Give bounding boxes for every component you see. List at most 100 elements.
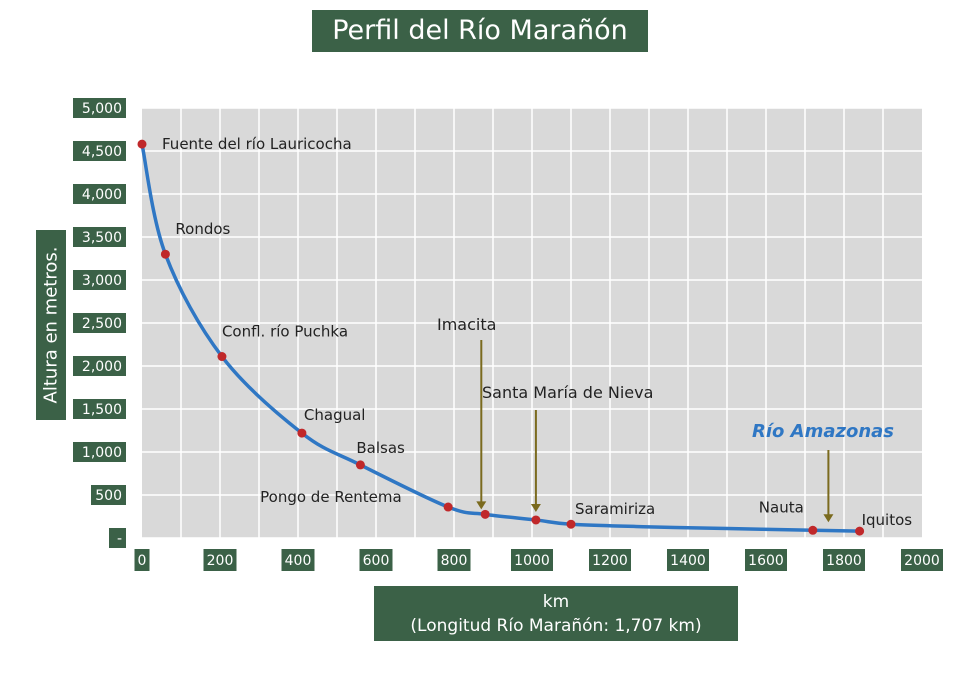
x-tick-label: 800 — [441, 553, 468, 569]
y-tick-box — [73, 399, 126, 419]
y-tick: 1,000 — [73, 442, 126, 462]
annotation-label: Santa María de Nieva — [482, 383, 653, 402]
chart-title: Perfil del Río Marañón — [312, 10, 648, 52]
y-tick: 500 — [91, 485, 126, 505]
y-tick: 2,000 — [73, 356, 126, 376]
y-tick-box — [73, 98, 126, 118]
x-tick-label: 2000 — [904, 553, 940, 569]
x-tick-label: 0 — [138, 553, 147, 569]
x-tick: 1800 — [823, 549, 865, 571]
x-tick-label: 1800 — [826, 553, 862, 569]
y-tick-box — [73, 141, 126, 161]
data-point — [808, 525, 818, 535]
x-tick-box — [134, 549, 150, 571]
x-tick-label: 1000 — [514, 553, 550, 569]
y-tick: - — [109, 528, 126, 548]
data-point — [480, 509, 490, 519]
data-point — [355, 460, 365, 470]
x-tick: 200 — [203, 549, 237, 571]
y-tick-label: 500 — [95, 488, 122, 504]
y-tick-label: 4,500 — [82, 144, 122, 160]
x-tick-box — [511, 549, 553, 571]
y-tick-box — [91, 485, 126, 505]
data-point-label: Pongo de Rentema — [260, 488, 402, 506]
x-tick-box — [589, 549, 631, 571]
x-axis-label: km — [542, 592, 570, 612]
y-tick: 5,000 — [73, 98, 126, 118]
y-tick: 3,000 — [73, 270, 126, 290]
x-tick: 400 — [281, 549, 315, 571]
chart-title-text: Perfil del Río Marañón — [332, 15, 628, 46]
data-point — [566, 519, 576, 529]
data-point-label: Rondos — [175, 220, 230, 238]
x-tick-box — [437, 549, 471, 571]
y-axis-label-box: Altura en metros. — [36, 230, 66, 420]
y-tick-box — [73, 270, 126, 290]
y-tick: 4,500 — [73, 141, 126, 161]
x-tick: 1600 — [745, 549, 787, 571]
y-tick-label: 2,500 — [82, 316, 122, 332]
x-tick: 1000 — [511, 549, 553, 571]
y-tick: 4,000 — [73, 184, 126, 204]
x-tick-box — [203, 549, 237, 571]
x-tick-box — [901, 549, 943, 571]
y-tick-label: - — [117, 531, 122, 547]
data-point-label: Balsas — [356, 439, 405, 457]
x-tick-box — [281, 549, 315, 571]
x-axis-label-box: km (Longitud Río Marañón: 1,707 km) — [374, 586, 738, 641]
data-point — [443, 502, 453, 512]
x-axis-note: (Longitud Río Marañón: 1,707 km) — [410, 616, 702, 636]
x-tick-label: 400 — [285, 553, 312, 569]
y-tick-label: 1,500 — [82, 402, 122, 418]
data-point-label: Confl. río Puchka — [222, 323, 348, 341]
x-tick-box — [359, 549, 393, 571]
y-tick: 1,500 — [73, 399, 126, 419]
y-tick-label: 5,000 — [82, 101, 122, 117]
y-tick: 2,500 — [73, 313, 126, 333]
x-tick-label: 200 — [207, 553, 234, 569]
annotation-label: Río Amazonas — [752, 421, 894, 442]
x-tick-label: 1200 — [592, 553, 628, 569]
y-tick-box — [73, 313, 126, 333]
annotation-arrowhead — [530, 503, 541, 512]
data-point — [531, 515, 541, 525]
x-tick: 800 — [437, 549, 471, 571]
x-tick-label: 1600 — [748, 553, 784, 569]
x-tick: 600 — [359, 549, 393, 571]
y-tick-label: 1,000 — [82, 445, 122, 461]
y-tick-label: 4,000 — [82, 187, 122, 203]
x-tick: 1200 — [589, 549, 631, 571]
x-tick-label: 600 — [363, 553, 390, 569]
annotation-arrowhead — [823, 514, 834, 523]
series-line — [140, 143, 860, 533]
data-point — [137, 139, 147, 149]
x-tick-box — [745, 549, 787, 571]
data-point — [855, 526, 865, 536]
y-tick-box — [109, 528, 126, 548]
y-tick-label: 3,500 — [82, 230, 122, 246]
data-point-label: Nauta — [759, 498, 804, 516]
data-point-label: Chagual — [304, 406, 366, 424]
y-tick-box — [73, 227, 126, 247]
y-tick-label: 3,000 — [82, 273, 122, 289]
x-tick-label: 1400 — [670, 553, 706, 569]
y-tick-box — [73, 356, 126, 376]
annotation-label: Imacita — [437, 315, 496, 334]
y-tick-label: 2,000 — [82, 359, 122, 375]
data-point — [160, 249, 170, 259]
y-tick: 3,500 — [73, 227, 126, 247]
data-point — [297, 428, 307, 438]
data-point-label: Fuente del río Lauricocha — [162, 135, 352, 153]
x-tick: 0 — [134, 549, 150, 571]
y-tick-box — [73, 442, 126, 462]
x-tick-box — [823, 549, 865, 571]
x-tick: 2000 — [901, 549, 943, 571]
data-point-label: Iquitos — [862, 511, 913, 529]
annotation-arrowhead — [476, 501, 487, 510]
y-tick-box — [73, 184, 126, 204]
x-tick-box — [667, 549, 709, 571]
x-tick: 1400 — [667, 549, 709, 571]
data-point-label: Saramiriza — [575, 500, 655, 518]
data-point — [217, 352, 227, 362]
